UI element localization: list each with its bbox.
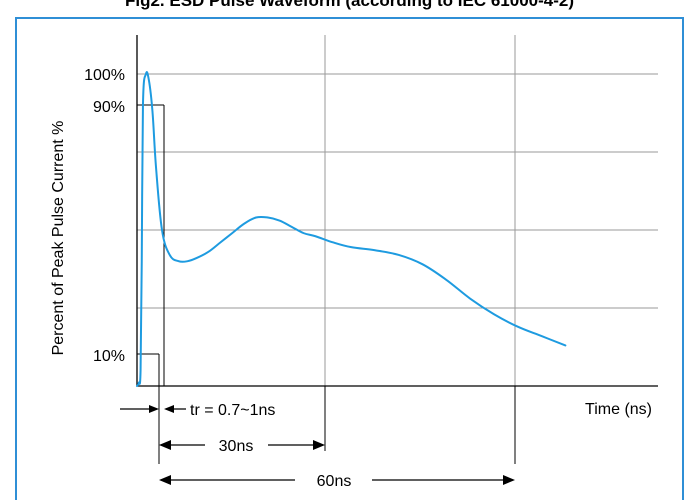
dim30-head-left	[159, 440, 171, 450]
chart-title: Fig2. ESD Pulse Waveform (according to I…	[124, 0, 575, 10]
x-axis-label: Time (ns)	[585, 401, 652, 418]
y-axis-label: Percent of Peak Pulse Current %	[50, 121, 67, 356]
y-tick-10: 10%	[93, 348, 125, 365]
dim-60ns-label: 60ns	[317, 473, 352, 490]
waveform-series-line	[136, 71, 567, 387]
dim60-head-right	[503, 475, 515, 485]
chart-frame	[15, 17, 684, 500]
dim-30ns-label: 30ns	[219, 438, 254, 455]
gridlines	[137, 35, 658, 386]
tr-arrow-left-head	[149, 405, 159, 413]
y-tick-100: 100%	[84, 67, 125, 84]
rise-time-label: tr = 0.7~1ns	[190, 402, 275, 419]
tr-arrow-right-head	[164, 405, 174, 413]
dim60-head-left	[159, 475, 171, 485]
y-tick-90: 90%	[93, 99, 125, 116]
dim30-head-right	[313, 440, 325, 450]
